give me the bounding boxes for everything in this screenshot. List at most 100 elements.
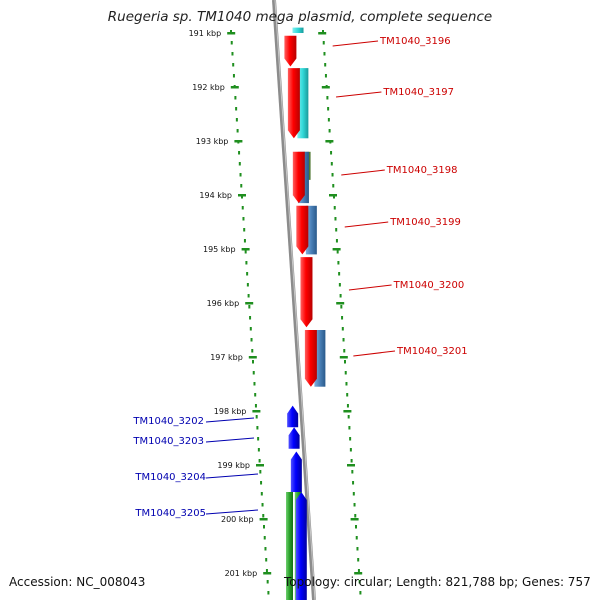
guide-dot-left	[239, 173, 242, 177]
gene-label[interactable]: TM1040_3200	[393, 280, 465, 291]
tick-mark	[263, 572, 272, 575]
guide-dot-left	[255, 415, 258, 419]
guide-dot-left	[254, 404, 257, 408]
gene-label[interactable]: TM1040_3204	[134, 472, 206, 483]
guide-dot-left	[232, 74, 235, 78]
gene-label[interactable]: TM1040_3205	[134, 508, 206, 519]
guide-dot-left	[249, 316, 252, 320]
guide-dot-left	[232, 63, 235, 67]
tick-mark	[259, 518, 268, 521]
guide-dot-right	[330, 162, 333, 166]
guide-dot-left	[244, 250, 247, 254]
guide-dot-left	[263, 536, 266, 540]
gene-arrow[interactable]	[290, 451, 302, 493]
guide-dot-left	[242, 217, 245, 221]
guide-dot-left	[230, 30, 232, 34]
gene-label[interactable]: TM1040_3197	[382, 87, 454, 98]
tick-mark	[256, 464, 264, 467]
guide-dot-right	[339, 294, 342, 298]
guide-dot-left	[238, 162, 241, 166]
tick-mark-right	[339, 356, 348, 359]
guide-dot-left	[249, 327, 252, 331]
guide-dot-right	[349, 448, 352, 452]
tick-mark	[234, 140, 243, 143]
gene-arrow[interactable]	[300, 257, 313, 328]
guide-dot-right	[356, 547, 359, 551]
tick-label: 199 kbp	[217, 461, 250, 470]
guide-dot-left	[263, 525, 265, 529]
map-title: Ruegeria sp. TM1040 mega plasmid, comple…	[107, 9, 493, 25]
guide-dot-right	[328, 129, 331, 133]
guide-dot-left	[250, 338, 253, 342]
guide-dot-right	[347, 415, 350, 419]
tick-mark-right	[354, 572, 363, 575]
gene-leader-line	[332, 40, 379, 47]
guide-dot-left	[234, 96, 237, 100]
guide-dot-right	[353, 503, 356, 507]
guide-dot-right	[343, 349, 346, 353]
gene-arrow[interactable]	[292, 151, 305, 204]
tick-mark-right	[347, 464, 355, 467]
guide-dot-right	[341, 316, 344, 320]
tick-mark-right	[332, 248, 341, 251]
gene-arrow[interactable]	[287, 405, 299, 428]
tick-label: 194 kbp	[199, 191, 232, 200]
guide-dot-left	[247, 294, 250, 298]
tick-mark	[238, 194, 246, 197]
tick-mark	[227, 32, 236, 35]
gene-label[interactable]: TM1040_3196	[379, 36, 451, 47]
guide-dot-right	[355, 525, 357, 529]
guide-dot-left	[256, 426, 259, 430]
gene-leader-line	[205, 437, 255, 443]
gene-label[interactable]: TM1040_3201	[396, 346, 468, 357]
gene-label[interactable]: TM1040_3198	[386, 165, 458, 176]
guide-dot-right	[359, 591, 362, 595]
guide-dot-left	[251, 349, 254, 353]
tick-mark-right	[318, 32, 327, 35]
guide-dot-left	[246, 272, 249, 276]
guide-dot-right	[334, 217, 337, 221]
guide-dot-left	[245, 261, 248, 265]
gene-arrow[interactable]	[304, 330, 317, 387]
guide-dot-right	[338, 272, 341, 276]
gene-arrow[interactable]	[288, 427, 300, 449]
tick-label: 201 kbp	[225, 569, 258, 578]
guide-dot-right	[337, 261, 340, 265]
guide-dot-left	[265, 558, 268, 562]
tick-mark-right	[343, 410, 352, 413]
guide-dot-left	[253, 382, 256, 386]
guide-dot-left	[243, 239, 246, 243]
guide-dot-left	[261, 503, 264, 507]
gene-arrow[interactable]	[296, 205, 309, 255]
guide-dot-right	[349, 437, 352, 441]
gene-leader-line	[348, 284, 392, 291]
guide-dot-right	[335, 228, 338, 232]
gene-arrow[interactable]	[284, 35, 297, 67]
gene-arrow[interactable]	[295, 492, 307, 600]
tick-label: 197 kbp	[210, 353, 243, 362]
tick-mark-right	[321, 86, 330, 89]
guide-dot-left	[260, 492, 263, 496]
guide-dot-left	[241, 206, 244, 210]
guide-dot-right	[352, 481, 355, 485]
guide-dot-right	[336, 250, 339, 254]
gene-label[interactable]: TM1040_3202	[132, 416, 204, 427]
guide-dot-right	[357, 558, 360, 562]
guide-dot-left	[231, 52, 234, 56]
guide-dot-right	[333, 206, 336, 210]
gene-leader-line	[336, 91, 382, 98]
guide-dot-right	[324, 74, 327, 78]
tick-label: 192 kbp	[192, 83, 225, 92]
tick-label: 200 kbp	[221, 515, 254, 524]
guide-dot-right	[333, 195, 335, 199]
gene-arrow[interactable]	[287, 68, 300, 139]
guide-dot-right	[330, 151, 333, 155]
gene-leader-line	[353, 350, 396, 357]
gene-label[interactable]: TM1040_3199	[389, 217, 461, 228]
guide-dot-right	[352, 492, 355, 496]
tick-label: 198 kbp	[214, 407, 247, 416]
guide-dot-left	[267, 591, 270, 595]
tick-group: 191 kbp 192 kbp 193 kbp 194 kbp 195 kbp 196 k…	[189, 29, 363, 578]
gene-label[interactable]: TM1040_3203	[132, 436, 204, 447]
guide-dot-left	[241, 195, 243, 199]
